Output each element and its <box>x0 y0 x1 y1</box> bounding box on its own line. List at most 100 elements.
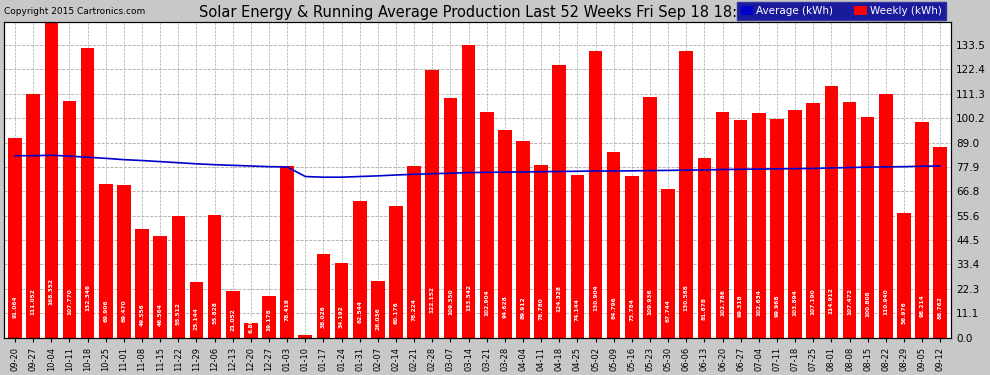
Text: 89.912: 89.912 <box>521 296 526 318</box>
Bar <box>842 102 856 338</box>
Text: 107.190: 107.190 <box>811 289 816 315</box>
Bar <box>136 229 148 338</box>
Text: 78.224: 78.224 <box>412 298 417 321</box>
Text: 109.350: 109.350 <box>447 288 452 315</box>
Text: 102.786: 102.786 <box>720 290 725 316</box>
Text: 102.634: 102.634 <box>756 290 761 316</box>
Title: Solar Energy & Running Average Production Last 52 Weeks Fri Sep 18 18:22: Solar Energy & Running Average Productio… <box>199 4 756 20</box>
Bar <box>262 296 276 338</box>
Text: 111.052: 111.052 <box>31 288 36 315</box>
Bar <box>698 158 711 338</box>
Bar <box>607 152 621 338</box>
Text: 78.780: 78.780 <box>539 298 544 321</box>
Bar <box>208 215 222 338</box>
Bar <box>589 51 602 338</box>
Text: 55.828: 55.828 <box>212 302 217 324</box>
Text: 133.542: 133.542 <box>466 284 471 311</box>
Text: 34.192: 34.192 <box>340 306 345 328</box>
Bar <box>117 185 131 338</box>
Bar <box>679 51 693 338</box>
Bar <box>407 166 421 338</box>
Text: 81.878: 81.878 <box>702 297 707 320</box>
Text: 60.176: 60.176 <box>393 301 399 324</box>
Bar <box>734 120 747 338</box>
Text: 19.178: 19.178 <box>266 308 271 331</box>
Bar <box>153 236 167 338</box>
Bar <box>81 48 94 338</box>
Bar <box>934 147 947 338</box>
Bar <box>644 97 656 338</box>
Bar <box>897 213 911 338</box>
Bar <box>788 110 802 338</box>
Bar <box>498 130 512 338</box>
Bar <box>245 322 257 338</box>
Bar <box>371 280 385 338</box>
Bar <box>570 175 584 338</box>
Text: 130.904: 130.904 <box>593 285 598 311</box>
Text: 98.214: 98.214 <box>920 294 925 317</box>
Text: 99.968: 99.968 <box>774 294 779 317</box>
Text: 99.318: 99.318 <box>739 294 743 317</box>
Bar <box>625 176 639 338</box>
Text: 62.544: 62.544 <box>357 300 362 323</box>
Bar <box>916 122 929 338</box>
Text: 56.976: 56.976 <box>902 302 907 324</box>
Text: 107.472: 107.472 <box>847 288 852 315</box>
Bar <box>299 335 312 338</box>
Text: 69.906: 69.906 <box>103 300 108 322</box>
Bar <box>335 262 348 338</box>
Bar <box>879 94 893 338</box>
Bar <box>807 103 820 338</box>
Bar <box>752 113 765 338</box>
Bar <box>861 117 874 338</box>
Text: 21.052: 21.052 <box>231 308 236 331</box>
Bar <box>426 70 440 338</box>
Text: 103.894: 103.894 <box>793 289 798 316</box>
Bar <box>226 291 240 338</box>
Bar <box>317 254 331 338</box>
Text: 107.770: 107.770 <box>67 289 72 315</box>
Text: 25.144: 25.144 <box>194 307 199 330</box>
Bar <box>716 112 730 338</box>
Text: Copyright 2015 Cartronics.com: Copyright 2015 Cartronics.com <box>4 7 146 16</box>
Text: 130.588: 130.588 <box>684 285 689 311</box>
Text: 84.796: 84.796 <box>611 297 616 320</box>
Text: 124.328: 124.328 <box>556 285 561 312</box>
Bar <box>171 216 185 338</box>
Text: 94.628: 94.628 <box>502 295 507 318</box>
Text: 49.556: 49.556 <box>140 303 145 326</box>
Bar <box>461 45 475 338</box>
Text: 100.808: 100.808 <box>865 290 870 316</box>
Bar <box>661 189 675 338</box>
Text: 67.744: 67.744 <box>665 300 670 322</box>
Bar <box>352 201 366 338</box>
Bar <box>190 282 203 338</box>
Legend: Average (kWh), Weekly (kWh): Average (kWh), Weekly (kWh) <box>737 2 945 20</box>
Bar <box>27 94 40 338</box>
Text: 78.418: 78.418 <box>285 298 290 321</box>
Text: 91.064: 91.064 <box>13 296 18 318</box>
Bar <box>444 98 457 338</box>
Bar <box>62 101 76 338</box>
Text: 122.152: 122.152 <box>430 286 435 313</box>
Text: 110.940: 110.940 <box>883 288 888 315</box>
Text: 46.564: 46.564 <box>157 303 162 326</box>
Text: 86.762: 86.762 <box>938 296 942 319</box>
Bar <box>516 141 530 338</box>
Text: 132.346: 132.346 <box>85 284 90 311</box>
Bar <box>389 206 403 338</box>
Bar <box>770 118 784 338</box>
Text: 38.026: 38.026 <box>321 305 326 328</box>
Text: 26.036: 26.036 <box>375 307 380 330</box>
Bar <box>99 184 113 338</box>
Bar <box>280 166 294 338</box>
Text: 168.352: 168.352 <box>49 278 53 305</box>
Text: 114.912: 114.912 <box>829 287 834 314</box>
Text: 74.144: 74.144 <box>575 298 580 321</box>
Bar <box>8 138 22 338</box>
Bar <box>45 0 58 338</box>
Bar <box>480 112 493 338</box>
Text: 55.512: 55.512 <box>176 302 181 324</box>
Text: 73.784: 73.784 <box>630 298 635 321</box>
Bar <box>535 165 547 338</box>
